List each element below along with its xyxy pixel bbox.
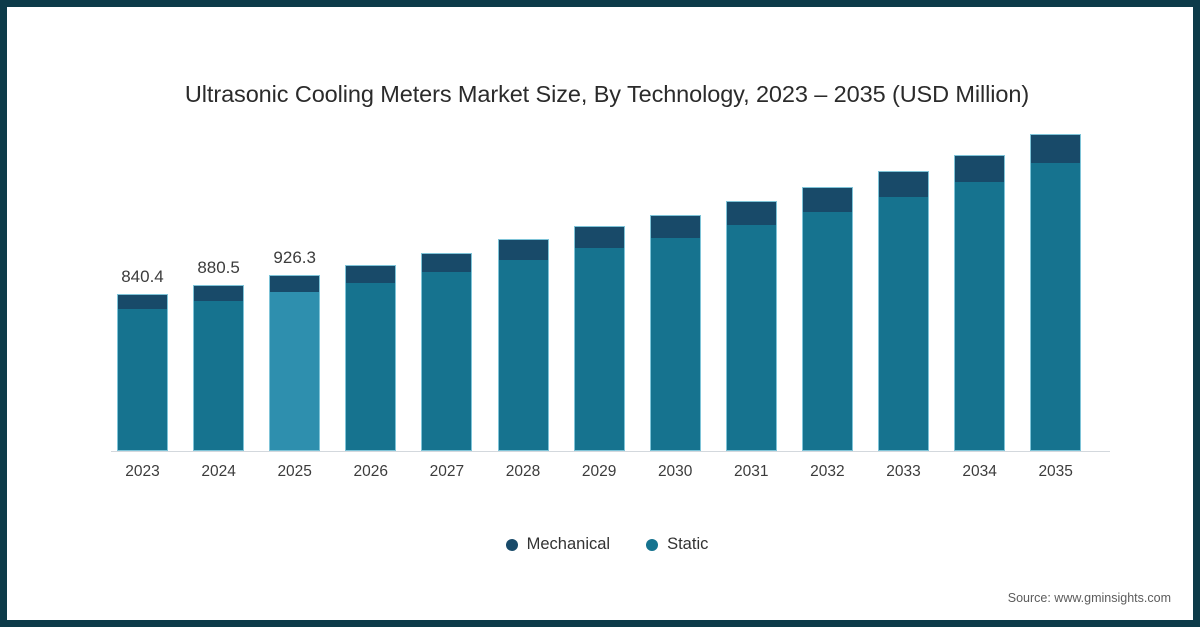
- bar-2027[interactable]: [421, 253, 473, 451]
- bar-segment-mechanical: [878, 171, 929, 197]
- legend-label: Static: [667, 535, 709, 553]
- bar-2024[interactable]: 880.5: [193, 258, 245, 451]
- legend-dot-icon: [646, 538, 659, 551]
- legend-item-mechanical[interactable]: Mechanical: [505, 535, 611, 554]
- legend-item-static[interactable]: Static: [646, 535, 708, 554]
- bar-2023[interactable]: 840.4: [117, 267, 168, 451]
- bar-segment-static: [345, 283, 397, 451]
- bar-segment-static: [193, 301, 245, 451]
- bar-segment-mechanical: [269, 275, 321, 292]
- x-tick-2028: 2028: [505, 463, 541, 480]
- bar-value-label: 880.5: [197, 258, 240, 277]
- legend-dot-icon: [505, 538, 518, 551]
- bar-2033[interactable]: [878, 171, 929, 451]
- x-tick-2026: 2026: [353, 463, 389, 480]
- bar-2025[interactable]: 926.3: [269, 248, 321, 451]
- bar-segment-static: [649, 238, 701, 451]
- bar-segment-static: [725, 225, 777, 451]
- bar-segment-static: [497, 260, 549, 451]
- x-tick-2029: 2029: [581, 463, 617, 480]
- bar-segment-static: [1030, 163, 1082, 451]
- chart-legend: Mechanical Static: [7, 535, 1200, 554]
- x-tick-2033: 2033: [886, 463, 921, 480]
- bar-segment-mechanical: [954, 155, 1006, 182]
- legend-label: Mechanical: [526, 535, 611, 553]
- bar-2029[interactable]: [573, 226, 625, 451]
- bar-segment-static: [421, 272, 473, 451]
- bar-value-label: 840.4: [121, 267, 164, 286]
- bar-segment-mechanical: [117, 294, 168, 309]
- bar-segment-static: [117, 309, 168, 451]
- x-tick-2024: 2024: [201, 463, 236, 480]
- bar-segment-static: [954, 182, 1006, 451]
- x-axis-line: [111, 451, 1110, 452]
- bar-2032[interactable]: [801, 187, 853, 451]
- bar-2030[interactable]: [649, 215, 701, 451]
- bar-value-label: 926.3: [273, 248, 316, 267]
- bar-segment-mechanical: [497, 239, 549, 260]
- x-tick-2023: 2023: [125, 463, 160, 480]
- x-tick-2031: 2031: [734, 463, 769, 480]
- bar-segment-mechanical: [1030, 134, 1082, 163]
- bar-segment-static: [801, 212, 853, 451]
- bar-segment-mechanical: [421, 253, 473, 272]
- bar-segment-static: [269, 292, 321, 451]
- bar-segment-mechanical: [573, 226, 625, 248]
- bar-segment-mechanical: [649, 215, 701, 238]
- bar-segment-static: [573, 248, 625, 451]
- bar-2034[interactable]: [954, 155, 1006, 451]
- source-attribution: Source: www.gminsights.com: [1007, 591, 1171, 605]
- bar-segment-static: [878, 197, 929, 451]
- bar-2028[interactable]: [497, 239, 549, 451]
- bar-segment-mechanical: [725, 201, 777, 225]
- bar-segment-mechanical: [193, 285, 245, 301]
- bar-segment-mechanical: [801, 187, 853, 212]
- x-tick-2032: 2032: [810, 463, 845, 480]
- x-tick-2025: 2025: [277, 463, 312, 480]
- bar-segment-mechanical: [345, 265, 397, 283]
- x-tick-2034: 2034: [962, 463, 997, 480]
- x-tick-2035: 2035: [1038, 463, 1073, 480]
- bar-2035[interactable]: [1030, 134, 1082, 451]
- x-tick-2027: 2027: [429, 463, 465, 480]
- plot-area: 840.4 880.5 926.3 2023 2024 2025 2026 2027 2028…: [7, 7, 1200, 634]
- bar-2031[interactable]: [725, 201, 777, 451]
- chart-title: Ultrasonic Cooling Meters Market Size, B…: [184, 81, 1030, 107]
- bar-2026[interactable]: [345, 265, 397, 451]
- x-tick-2030: 2030: [657, 463, 693, 480]
